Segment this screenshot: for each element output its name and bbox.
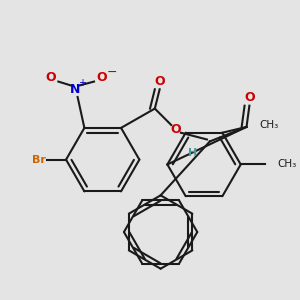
Text: CH₃: CH₃: [278, 160, 297, 170]
Text: O: O: [171, 123, 182, 136]
Text: O: O: [244, 92, 255, 104]
Text: CH₃: CH₃: [259, 120, 278, 130]
Text: N: N: [70, 83, 80, 96]
Text: O: O: [45, 71, 56, 84]
Text: O: O: [154, 75, 165, 88]
Text: O: O: [96, 71, 107, 84]
Text: −: −: [107, 66, 118, 80]
Text: H: H: [188, 148, 197, 158]
Text: Br: Br: [32, 155, 46, 165]
Text: +: +: [78, 77, 86, 88]
